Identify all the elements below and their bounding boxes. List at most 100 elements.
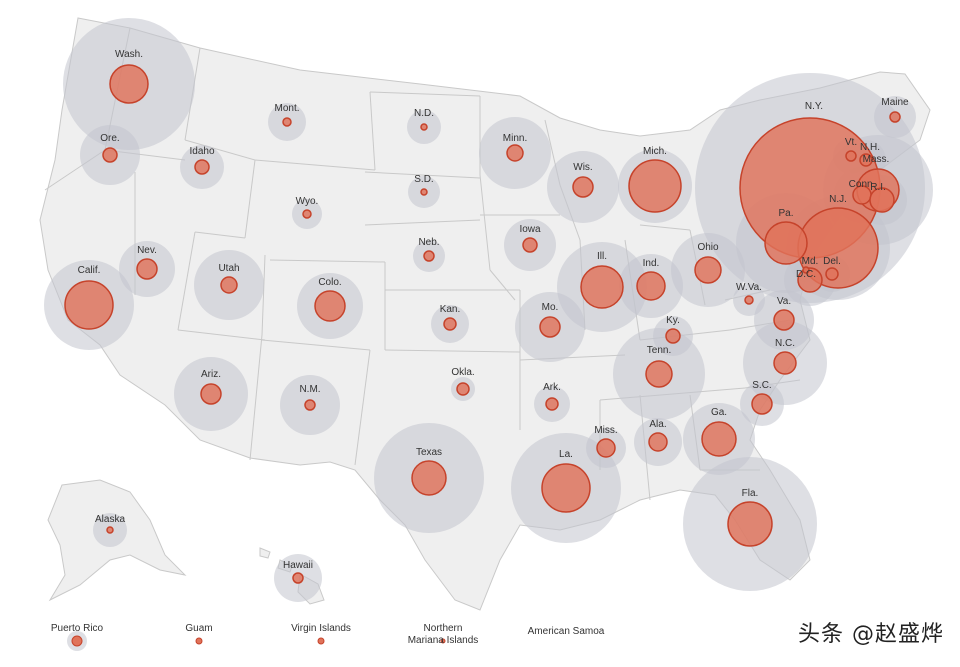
territory-label-as: American Samoa — [528, 626, 605, 637]
inner-bubble-ms — [597, 439, 615, 457]
state-label-nj: N.J. — [829, 194, 847, 205]
territory-label-vi: Virgin Islands — [291, 623, 351, 634]
state-label-il: Ill. — [597, 251, 607, 262]
state-label-nc: N.C. — [775, 338, 795, 349]
inner-bubble-wy — [303, 210, 311, 218]
territory-label-mp-1: Mariana Islands — [408, 635, 479, 646]
state-label-me: Maine — [881, 97, 909, 108]
state-label-ok: Okla. — [451, 367, 474, 378]
state-label-tx: Texas — [416, 447, 442, 458]
inner-bubble-tn — [646, 361, 672, 387]
state-label-co: Colo. — [318, 277, 341, 288]
state-label-nm: N.M. — [299, 384, 320, 395]
state-label-al: Ala. — [649, 419, 666, 430]
state-label-ne: Neb. — [418, 237, 439, 248]
inner-bubble-nd — [421, 124, 427, 130]
state-label-mo: Mo. — [542, 302, 559, 313]
inner-bubble-nv — [137, 259, 157, 279]
state-label-wi: Wis. — [573, 162, 592, 173]
state-label-ca: Calif. — [78, 265, 101, 276]
inner-bubble-fl — [728, 502, 772, 546]
inner-bubble-nc — [774, 352, 796, 374]
state-label-ny: N.Y. — [805, 101, 823, 112]
state-label-ms: Miss. — [594, 425, 617, 436]
state-label-ar: Ark. — [543, 382, 561, 393]
inner-bubble-in — [637, 272, 665, 300]
inner-bubble-sd — [421, 189, 427, 195]
state-label-pa: Pa. — [778, 208, 793, 219]
inner-bubble-me — [890, 112, 900, 122]
inner-bubble-wv — [745, 296, 753, 304]
inner-bubble-va — [774, 310, 794, 330]
inner-bubble-oh — [695, 257, 721, 283]
inner-bubble-il — [581, 266, 623, 308]
inner-bubble-mn — [507, 145, 523, 161]
inner-bubble-nm — [305, 400, 315, 410]
inner-bubble-az — [201, 384, 221, 404]
state-label-ri: R.I. — [870, 182, 886, 193]
state-label-nd: N.D. — [414, 108, 434, 119]
state-label-id: Idaho — [189, 146, 214, 157]
inner-bubble-ca — [65, 281, 113, 329]
state-label-az: Ariz. — [201, 369, 221, 380]
inner-bubble-wa — [110, 65, 148, 103]
state-label-mn: Minn. — [503, 133, 527, 144]
territory-label-pr: Puerto Rico — [51, 623, 104, 634]
state-label-ks: Kan. — [440, 304, 461, 315]
inner-bubble-pr — [72, 636, 82, 646]
state-label-wa: Wash. — [115, 49, 143, 60]
state-label-la: La. — [559, 449, 573, 460]
inner-bubble-hi — [293, 573, 303, 583]
state-label-mt: Mont. — [274, 103, 299, 114]
state-label-hi: Hawaii — [283, 560, 313, 571]
inner-bubble-al — [649, 433, 667, 451]
state-label-dc: D.C. — [796, 269, 816, 280]
state-label-vt: Vt. — [845, 137, 857, 148]
state-label-nh: N.H. — [860, 142, 880, 153]
inner-bubble-mi — [629, 160, 681, 212]
state-label-wv: W.Va. — [736, 282, 762, 293]
inner-bubble-de — [826, 268, 838, 280]
state-label-nv: Nev. — [137, 245, 157, 256]
inner-bubble-sc — [752, 394, 772, 414]
inner-bubble-id — [195, 160, 209, 174]
state-label-de: Del. — [823, 256, 841, 267]
state-label-sc: S.C. — [752, 380, 771, 391]
inner-bubble-or — [103, 148, 117, 162]
inner-bubble-co — [315, 291, 345, 321]
inner-bubble-ne — [424, 251, 434, 261]
inner-bubble-wi — [573, 177, 593, 197]
state-label-ma: Mass. — [863, 154, 890, 165]
inner-bubble-vt — [846, 151, 856, 161]
state-label-ia: Iowa — [519, 224, 541, 235]
state-label-oh: Ohio — [697, 242, 719, 253]
inner-bubble-ar — [546, 398, 558, 410]
inner-bubble-ut — [221, 277, 237, 293]
inner-bubble-vi — [318, 638, 324, 644]
territory-label-mp-0: Northern — [424, 623, 463, 634]
state-label-ga: Ga. — [711, 407, 727, 418]
watermark-text: 头条 @赵盛烨 — [798, 616, 944, 648]
territories: Puerto Rico Guam Virgin Islands NorthernMar… — [51, 623, 605, 651]
state-label-ky: Ky. — [666, 315, 680, 326]
state-label-ut: Utah — [218, 263, 239, 274]
inner-bubble-ok — [457, 383, 469, 395]
inner-bubble-mt — [283, 118, 291, 126]
inner-bubble-ga — [702, 422, 736, 456]
inner-bubble-la — [542, 464, 590, 512]
state-label-va: Va. — [777, 296, 791, 307]
state-label-fl: Fla. — [742, 488, 759, 499]
state-label-ak: Alaska — [95, 514, 125, 525]
state-label-md: Md. — [802, 256, 819, 267]
inner-bubble-ky — [666, 329, 680, 343]
state-label-tn: Tenn. — [647, 345, 671, 356]
inner-bubble-ia — [523, 238, 537, 252]
inner-bubble-tx — [412, 461, 446, 495]
territory-label-gu: Guam — [185, 623, 212, 634]
inner-bubble-gu — [196, 638, 202, 644]
inner-bubble-mo — [540, 317, 560, 337]
state-label-wy: Wyo. — [296, 196, 319, 207]
state-label-sd: S.D. — [414, 174, 433, 185]
